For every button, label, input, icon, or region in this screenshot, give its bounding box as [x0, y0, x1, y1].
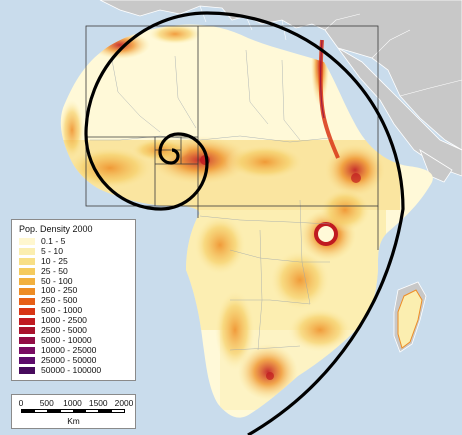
- legend-swatch: [19, 307, 35, 315]
- scale-segment: [46, 409, 61, 413]
- scale-tick-label: 2000: [114, 398, 134, 408]
- legend-swatch: [19, 248, 35, 256]
- legend-swatch: [19, 258, 35, 266]
- legend-label: 100 - 250: [41, 285, 78, 296]
- scale-unit: Km: [67, 416, 80, 426]
- legend-label: 25000 - 50000: [41, 354, 97, 365]
- legend-item: 500 - 1000: [19, 305, 129, 316]
- legend-item: 10000 - 25000: [19, 344, 129, 356]
- legend-swatch: [19, 238, 35, 246]
- legend-item: 2500 - 5000: [19, 325, 129, 336]
- scale-bar: 0 500 1000 1500 2000 Km: [11, 394, 136, 429]
- scale-bar-segments: [21, 409, 125, 413]
- legend-item: 1000 - 2500: [19, 315, 129, 326]
- scale-segment: [33, 409, 48, 413]
- legend-label: 500 - 1000: [41, 305, 83, 316]
- scale-segment: [21, 409, 35, 413]
- country-borders: [90, 49, 331, 351]
- legend-item: 50000 - 100000: [19, 364, 129, 376]
- legend-swatch: [19, 367, 35, 375]
- legend-swatch: [19, 337, 35, 345]
- legend-swatch: [19, 347, 35, 355]
- scale-segment: [72, 409, 87, 413]
- lake-victoria-ring: [314, 222, 338, 246]
- madagascar: [397, 289, 423, 349]
- legend-item: 5000 - 10000: [19, 334, 129, 346]
- legend-swatch: [19, 268, 35, 276]
- legend-item: 0.1 - 5: [19, 236, 129, 247]
- legend-label: 2500 - 5000: [41, 325, 87, 336]
- hotspot-ethiopia: [351, 173, 361, 183]
- legend-swatch: [19, 317, 35, 325]
- legend-label: 10 - 25: [41, 255, 68, 266]
- legend-swatch: [19, 278, 35, 285]
- scale-tick-labels: 0 500 1000 1500 2000: [12, 398, 135, 409]
- scale-segment: [59, 409, 74, 413]
- legend-swatch: [19, 287, 35, 295]
- legend-label: 1000 - 2500: [41, 315, 87, 326]
- legend-swatch: [19, 327, 35, 335]
- legend-label: 50000 - 100000: [41, 364, 102, 375]
- legend-item: 100 - 250: [19, 286, 129, 296]
- golden-spiral: [84, 11, 405, 435]
- legend-title: Pop. Density 2000: [19, 224, 93, 234]
- legend-item: 10 - 25: [19, 255, 129, 267]
- legend-item: 5 - 10: [19, 245, 129, 257]
- scale-tick-label: 0: [18, 398, 24, 408]
- legend-swatch: [19, 357, 35, 365]
- hotspot-south-africa: [266, 372, 274, 380]
- scale-tick-label: 500: [39, 398, 54, 408]
- legend-item: 250 - 500: [19, 295, 129, 306]
- legend-label: 0.1 - 5: [41, 236, 66, 246]
- legend-label: 50 - 100: [41, 275, 73, 286]
- legend-item: 25000 - 50000: [19, 354, 129, 366]
- legend-label: 5 - 10: [41, 245, 63, 256]
- scale-segment: [111, 409, 125, 413]
- scale-tick-label: 1000: [63, 398, 82, 408]
- legend-item: 50 - 100: [19, 275, 129, 287]
- legend-label: 5000 - 10000: [41, 334, 92, 345]
- legend-label: 25 - 50: [41, 265, 68, 276]
- legend-swatch: [19, 297, 35, 305]
- legend-label: 250 - 500: [41, 295, 78, 306]
- scale-segment: [85, 409, 100, 413]
- legend-item: 25 - 50: [19, 265, 129, 277]
- scale-tick-label: 1500: [88, 398, 108, 408]
- legend-label: 10000 - 25000: [41, 344, 97, 355]
- scale-segment: [98, 409, 113, 413]
